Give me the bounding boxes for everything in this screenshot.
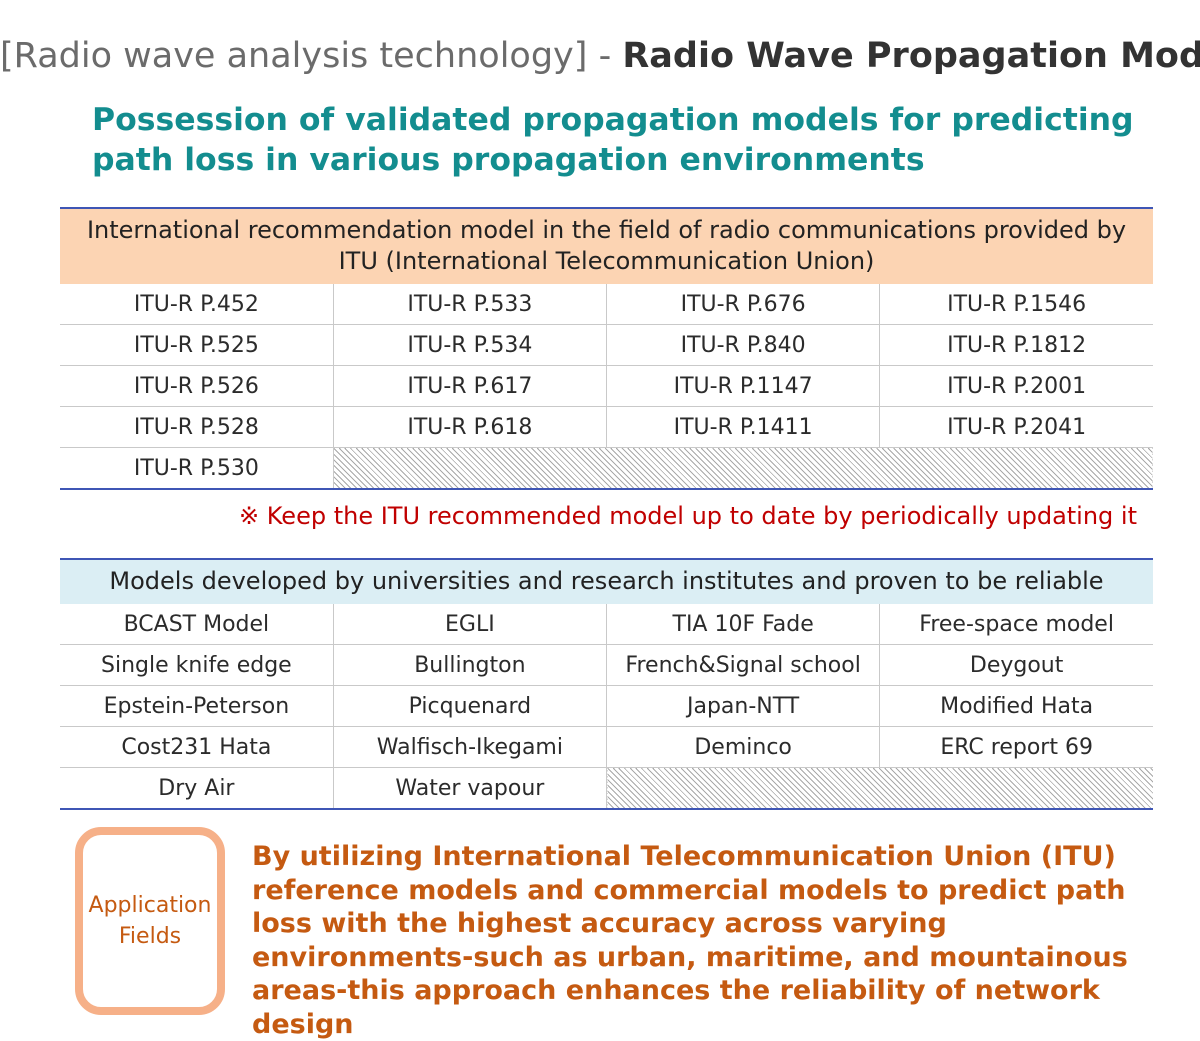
table-cell: ITU-R P.1411 [605, 406, 880, 448]
research-models-table: Models developed by universities and res… [60, 558, 1153, 810]
table-row: ITU-R P.528 ITU-R P.618 ITU-R P.1411 ITU… [60, 406, 1153, 448]
itu-table-heading: International recommendation model in th… [60, 207, 1153, 284]
table-row: Dry Air Water vapour [60, 767, 1153, 810]
table-cell: ERC report 69 [879, 726, 1153, 768]
application-label-line2: Fields [118, 924, 182, 949]
application-fields-badge: Application Fields [75, 827, 225, 1015]
table-cell: ITU-R P.840 [605, 324, 880, 366]
page-subtitle: Possession of validated propagation mode… [92, 102, 1134, 178]
empty-hatched-cell [606, 767, 1153, 810]
update-note: ※ Keep the ITU recommended model up to d… [239, 502, 1137, 530]
table-cell: Water vapour [332, 767, 607, 810]
application-description: By utilizing International Telecommunica… [252, 841, 1128, 1040]
page-header: [Radio wave analysis technology] - Radio… [0, 34, 1200, 78]
page-title: Radio Wave Propagation Model [622, 36, 1200, 76]
table-row: BCAST Model EGLI TIA 10F Fade Free-space… [60, 604, 1153, 645]
table-cell: Cost231 Hata [60, 726, 334, 768]
table-cell: Deygout [879, 644, 1153, 686]
table-cell: ITU-R P.1546 [879, 284, 1153, 325]
table-row: ITU-R P.452 ITU-R P.533 ITU-R P.676 ITU-… [60, 284, 1153, 325]
table-cell: ITU-R P.533 [332, 284, 607, 325]
application-label-line1: Application [88, 893, 212, 918]
table-cell: Picquenard [332, 685, 607, 727]
table-cell: ITU-R P.618 [332, 406, 607, 448]
table-cell: BCAST Model [60, 604, 334, 645]
table-cell: ITU-R P.676 [605, 284, 880, 325]
table-cell: Modified Hata [879, 685, 1153, 727]
table-cell: ITU-R P.534 [332, 324, 607, 366]
table-cell: ITU-R P.2001 [879, 365, 1153, 407]
application-fields-label: Application Fields [89, 890, 212, 952]
table-cell: ITU-R P.452 [60, 284, 334, 325]
header-separator: - [598, 36, 612, 76]
table-cell: TIA 10F Fade [605, 604, 880, 645]
table-cell: ITU-R P.617 [332, 365, 607, 407]
table-cell: Epstein-Peterson [60, 685, 334, 727]
table-cell: Dry Air [60, 767, 334, 810]
table-cell: French&Signal school [605, 644, 880, 686]
table-cell: Walfisch-Ikegami [332, 726, 607, 768]
table-cell: Single knife edge [60, 644, 334, 686]
table-cell: Free-space model [879, 604, 1153, 645]
table-row: ITU-R P.530 [60, 447, 1153, 490]
table-cell: Bullington [332, 644, 607, 686]
table-cell: ITU-R P.525 [60, 324, 334, 366]
table-row: Epstein-Peterson Picquenard Japan-NTT Mo… [60, 685, 1153, 727]
table-cell: ITU-R P.1812 [879, 324, 1153, 366]
table-row: Cost231 Hata Walfisch-Ikegami Deminco ER… [60, 726, 1153, 768]
table-cell: Deminco [605, 726, 880, 768]
models-table-heading: Models developed by universities and res… [60, 558, 1153, 604]
table-cell: EGLI [332, 604, 607, 645]
empty-hatched-cell [332, 447, 1153, 490]
table-cell: ITU-R P.530 [60, 447, 334, 490]
itu-models-table: International recommendation model in th… [60, 207, 1153, 490]
header-category: [Radio wave analysis technology] [0, 36, 588, 76]
table-cell: ITU-R P.2041 [879, 406, 1153, 448]
table-cell: Japan-NTT [605, 685, 880, 727]
table-cell: ITU-R P.528 [60, 406, 334, 448]
table-cell: ITU-R P.526 [60, 365, 334, 407]
table-row: ITU-R P.525 ITU-R P.534 ITU-R P.840 ITU-… [60, 324, 1153, 366]
table-row: Single knife edge Bullington French&Sign… [60, 644, 1153, 686]
table-cell: ITU-R P.1147 [605, 365, 880, 407]
table-row: ITU-R P.526 ITU-R P.617 ITU-R P.1147 ITU… [60, 365, 1153, 407]
